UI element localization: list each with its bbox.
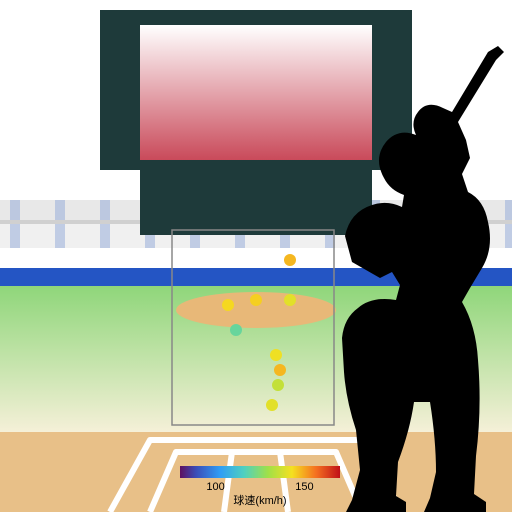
colorscale-bar [180, 466, 340, 478]
pitch-chart: 100 150 球速(km/h) [0, 0, 512, 512]
colorscale-tick: 150 [295, 481, 313, 493]
colorscale-tick: 100 [206, 481, 224, 493]
pitch-point [284, 294, 296, 306]
pitch-point [222, 299, 234, 311]
pitch-point [284, 254, 296, 266]
scoreboard-base [140, 170, 372, 235]
pitch-point [250, 294, 262, 306]
pitch-point [270, 349, 282, 361]
colorscale-label: 球速(km/h) [233, 493, 286, 507]
pitch-point [230, 324, 242, 336]
pitch-point [272, 379, 284, 391]
pitch-point [274, 364, 286, 376]
scoreboard-screen [140, 25, 372, 160]
pitch-point [266, 399, 278, 411]
